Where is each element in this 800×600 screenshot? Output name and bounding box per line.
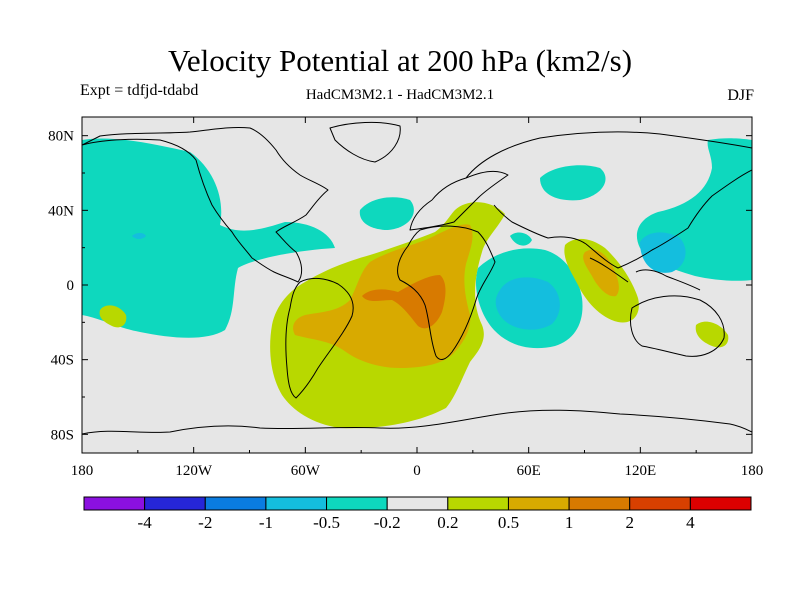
lon-tick-label: 120W <box>175 463 213 479</box>
lat-tick-label: 80N <box>48 129 74 145</box>
colorbar-label: -1 <box>259 513 273 532</box>
colorbar-swatch <box>326 496 388 511</box>
lon-tick-label: 180 <box>71 463 94 479</box>
experiment-label: Expt = tdfjd-tdabd <box>80 82 199 99</box>
asia-coast <box>465 131 752 269</box>
lon-tick-label: 120E <box>624 463 656 479</box>
colorbar-swatch <box>447 496 509 511</box>
south-america-coast <box>285 277 354 399</box>
latitude-axis: 80N 40N 0 40S 80S <box>48 129 752 443</box>
red-sea-negative-region <box>510 232 532 246</box>
lat-tick-label: 40N <box>48 203 74 219</box>
positive-regions-strong <box>362 275 446 329</box>
chart-title: Velocity Potential at 200 hPa (km2/s) <box>167 43 633 78</box>
colorbar-label: -4 <box>138 513 153 532</box>
lon-tick-label: 0 <box>413 463 421 479</box>
colorbar-label: 0.5 <box>498 513 519 532</box>
lon-tick-label: 60E <box>517 463 541 479</box>
colorbar-label: 1 <box>565 513 574 532</box>
lat-tick-label: 80S <box>51 427 74 443</box>
season-label: DJF <box>727 87 754 104</box>
australia-coast <box>629 295 725 357</box>
colorbar-label: 2 <box>625 513 634 532</box>
colorbar-label: -0.2 <box>374 513 401 532</box>
model-label: HadCM3M2.1 - HadCM3M2.1 <box>305 87 495 103</box>
antarctica-coast <box>82 409 752 435</box>
colorbar-swatch <box>629 496 691 511</box>
colorbar-swatch <box>386 496 449 511</box>
map-area <box>82 117 752 453</box>
indonesia-positive-core <box>583 249 619 297</box>
colorbar: -4 -2 -1 -0.5 -0.2 0.2 0.5 1 2 4 <box>83 496 752 532</box>
colorbar-swatch <box>568 496 631 511</box>
coastlines <box>82 121 752 435</box>
west-pacific-negative-core <box>640 232 686 273</box>
indian-ocean-negative-core <box>495 277 560 330</box>
south-pacific-positive-spot <box>99 305 127 328</box>
north-america-coast <box>82 127 329 283</box>
indonesia-coast <box>589 257 701 291</box>
colorbar-label: 4 <box>686 513 695 532</box>
lon-tick-label: 60W <box>291 463 321 479</box>
colorbar-label: -0.5 <box>313 513 340 532</box>
colorbar-label: -2 <box>198 513 212 532</box>
africa-coast <box>397 225 496 360</box>
colorbar-label: 0.2 <box>437 513 458 532</box>
colorbar-swatch <box>83 496 146 511</box>
eurasia-negative-region <box>540 165 606 201</box>
north-pacific-negative-spot <box>132 233 146 239</box>
colorbar-swatch <box>204 496 267 511</box>
negative-regions-mid <box>132 232 686 330</box>
colorbar-swatch <box>265 496 328 511</box>
north-atlantic-negative-region <box>359 197 414 230</box>
greenland-coast <box>329 121 401 163</box>
colorbar-swatch <box>689 496 752 511</box>
lat-tick-label: 40S <box>51 353 74 369</box>
lon-tick-label: 180 <box>741 463 764 479</box>
longitude-axis: 180 120W 60W 0 60E 120E 180 <box>71 117 764 479</box>
colorbar-swatch <box>144 496 206 511</box>
equatorial-atlantic-positive-max <box>362 275 446 329</box>
europe-coast <box>409 170 509 231</box>
colorbar-swatch <box>507 496 570 511</box>
pacific-atlantic-negative-region <box>82 138 335 338</box>
lat-tick-label: 0 <box>67 278 75 294</box>
australia-positive-spot <box>695 321 729 348</box>
